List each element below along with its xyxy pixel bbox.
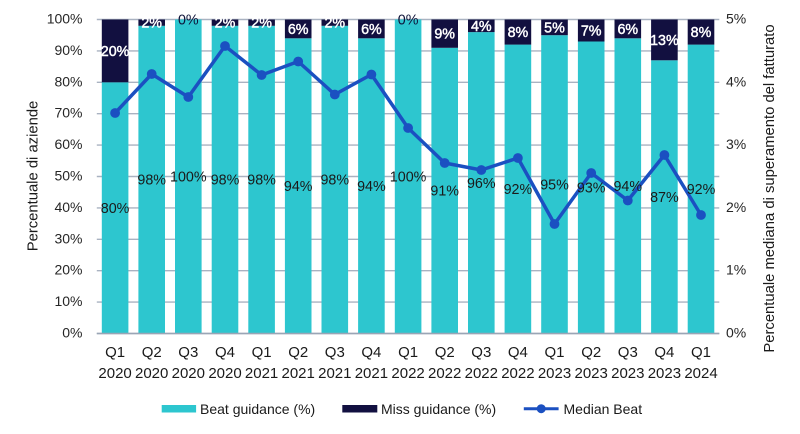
svg-text:Q3: Q3 [471, 344, 491, 361]
svg-text:Q3: Q3 [178, 344, 198, 361]
svg-text:2022: 2022 [501, 365, 534, 382]
svg-text:Q4: Q4 [215, 344, 235, 361]
svg-text:Q4: Q4 [654, 344, 674, 361]
svg-text:94%: 94% [613, 179, 642, 195]
svg-text:Median Beat: Median Beat [564, 401, 643, 417]
svg-text:8%: 8% [691, 25, 712, 41]
svg-text:9%: 9% [434, 27, 455, 43]
svg-text:2%: 2% [324, 16, 345, 32]
svg-text:Q4: Q4 [508, 344, 528, 361]
svg-text:100%: 100% [170, 170, 207, 186]
svg-text:2%: 2% [251, 16, 272, 32]
svg-text:2020: 2020 [135, 365, 168, 382]
svg-text:50%: 50% [54, 168, 82, 184]
svg-text:Q2: Q2 [581, 344, 601, 361]
svg-text:20%: 20% [101, 44, 130, 60]
svg-text:2023: 2023 [611, 365, 644, 382]
svg-text:3%: 3% [726, 136, 746, 152]
svg-text:80%: 80% [101, 201, 130, 217]
svg-text:2021: 2021 [245, 365, 278, 382]
svg-text:2020: 2020 [98, 365, 131, 382]
svg-text:Miss guidance (%): Miss guidance (%) [381, 401, 496, 417]
svg-text:6%: 6% [361, 22, 382, 38]
svg-text:95%: 95% [540, 177, 569, 193]
svg-text:2%: 2% [141, 16, 162, 32]
svg-text:98%: 98% [211, 173, 240, 189]
svg-text:2024: 2024 [684, 365, 717, 382]
svg-text:100%: 100% [390, 170, 427, 186]
svg-text:30%: 30% [54, 230, 82, 246]
svg-text:0%: 0% [398, 13, 419, 29]
svg-text:Beat guidance (%): Beat guidance (%) [200, 401, 315, 417]
svg-text:2021: 2021 [318, 365, 351, 382]
svg-text:4%: 4% [471, 19, 492, 35]
svg-text:98%: 98% [320, 173, 349, 189]
svg-text:2020: 2020 [208, 365, 241, 382]
svg-text:8%: 8% [508, 25, 529, 41]
svg-text:0%: 0% [178, 13, 199, 29]
svg-text:7%: 7% [581, 24, 602, 40]
svg-text:5%: 5% [726, 11, 746, 27]
svg-text:96%: 96% [467, 176, 496, 192]
svg-text:Q2: Q2 [288, 344, 308, 361]
svg-text:2023: 2023 [575, 365, 608, 382]
svg-text:94%: 94% [284, 179, 313, 195]
svg-text:2023: 2023 [648, 365, 681, 382]
svg-text:2022: 2022 [428, 365, 461, 382]
svg-text:60%: 60% [54, 136, 82, 152]
svg-text:98%: 98% [137, 173, 166, 189]
svg-text:2023: 2023 [538, 365, 571, 382]
svg-text:Q2: Q2 [142, 344, 162, 361]
svg-text:5%: 5% [544, 20, 565, 36]
svg-text:10%: 10% [54, 293, 82, 309]
svg-text:Q2: Q2 [435, 344, 455, 361]
svg-text:2021: 2021 [282, 365, 315, 382]
svg-text:80%: 80% [54, 73, 82, 89]
svg-text:Percentuale mediana di superam: Percentuale mediana di superamento del f… [762, 24, 778, 352]
svg-text:2%: 2% [215, 16, 236, 32]
svg-text:2%: 2% [726, 199, 746, 215]
svg-text:1%: 1% [726, 262, 746, 278]
svg-text:6%: 6% [617, 22, 638, 38]
svg-text:Q3: Q3 [325, 344, 345, 361]
svg-text:2022: 2022 [465, 365, 498, 382]
svg-text:Q4: Q4 [361, 344, 381, 361]
svg-text:2021: 2021 [355, 365, 388, 382]
svg-text:6%: 6% [288, 22, 309, 38]
svg-text:13%: 13% [650, 33, 679, 49]
svg-text:0%: 0% [62, 325, 82, 341]
svg-text:Percentuale di aziende: Percentuale di aziende [26, 101, 42, 252]
svg-text:Q1: Q1 [691, 344, 711, 361]
svg-text:100%: 100% [47, 11, 83, 27]
svg-text:90%: 90% [54, 42, 82, 58]
svg-text:Q1: Q1 [105, 344, 125, 361]
svg-text:98%: 98% [247, 173, 276, 189]
svg-text:40%: 40% [54, 199, 82, 215]
svg-text:92%: 92% [687, 182, 716, 198]
svg-text:Q1: Q1 [252, 344, 272, 361]
svg-text:87%: 87% [650, 190, 679, 206]
svg-text:92%: 92% [504, 182, 533, 198]
svg-text:4%: 4% [726, 73, 746, 89]
svg-text:0%: 0% [726, 325, 746, 341]
svg-text:70%: 70% [54, 105, 82, 121]
svg-text:20%: 20% [54, 262, 82, 278]
svg-text:Q1: Q1 [544, 344, 564, 361]
svg-text:2020: 2020 [172, 365, 205, 382]
svg-text:91%: 91% [430, 184, 459, 200]
svg-text:93%: 93% [577, 181, 606, 197]
svg-text:Q3: Q3 [618, 344, 638, 361]
svg-text:Q1: Q1 [398, 344, 418, 361]
svg-text:2022: 2022 [391, 365, 424, 382]
svg-text:94%: 94% [357, 179, 386, 195]
